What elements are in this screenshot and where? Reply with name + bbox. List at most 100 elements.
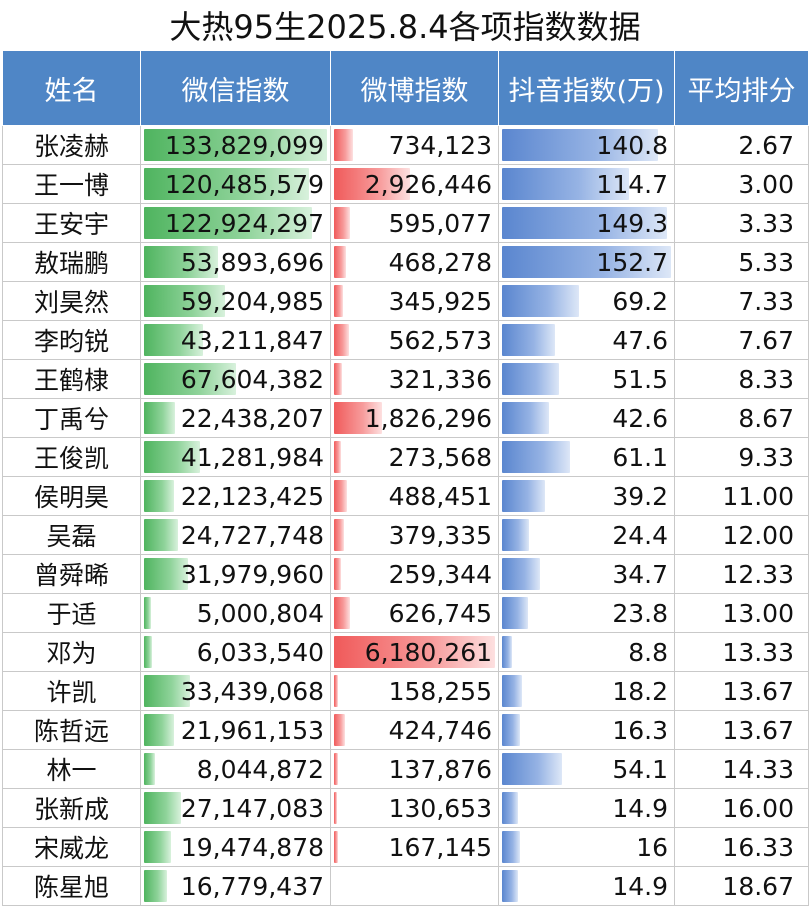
cell-douyin: 23.8 (498, 593, 675, 633)
table-row: 于适 5,000,804 626,745 23.8 13.00 (2, 593, 809, 633)
cell-douyin-value: 69.2 (612, 286, 668, 316)
table-row: 侯明昊 22,123,425 488,451 39.2 11.00 (2, 476, 809, 516)
cell-weibo-bar (334, 558, 341, 590)
cell-weixin: 122,924,297 (140, 203, 331, 243)
cell-douyin-value: 140.8 (596, 130, 668, 160)
cell-weixin-value: 5,000,804 (196, 598, 324, 628)
cell-weibo-bar (334, 831, 339, 863)
cell-avg: 13.67 (674, 671, 809, 711)
cell-weixin-value: 21,961,153 (180, 715, 324, 745)
cell-weixin-bar (144, 129, 327, 161)
cell-avg: 13.00 (674, 593, 809, 633)
cell-avg: 16.33 (674, 827, 809, 867)
cell-douyin: 16 (498, 827, 675, 867)
table-row: 许凯 33,439,068 158,255 18.2 13.67 (2, 671, 809, 711)
header-avg: 平均排分 (674, 50, 809, 126)
cell-name: 张新成 (2, 788, 141, 828)
cell-douyin-value: 39.2 (612, 481, 668, 511)
cell-weixin-bar (144, 480, 175, 512)
cell-weixin-value: 31,979,960 (180, 559, 324, 589)
cell-douyin-bar (502, 168, 629, 200)
cell-weibo-value: 379,335 (388, 520, 492, 550)
cell-weibo-bar (334, 207, 350, 239)
cell-douyin: 39.2 (498, 476, 675, 516)
cell-weibo-value: 130,653 (388, 793, 492, 823)
cell-weixin-value: 33,439,068 (180, 676, 324, 706)
cell-weibo-bar (334, 402, 382, 434)
cell-weixin: 33,439,068 (140, 671, 331, 711)
cell-douyin-bar (502, 558, 541, 590)
cell-avg: 3.33 (674, 203, 809, 243)
cell-name: 王一博 (2, 164, 141, 204)
cell-weixin-value: 22,438,207 (180, 403, 324, 433)
cell-weixin-value: 43,211,847 (180, 325, 324, 355)
cell-avg: 9.33 (674, 437, 809, 477)
cell-weixin: 59,204,985 (140, 281, 331, 321)
cell-name: 于适 (2, 593, 141, 633)
cell-weixin-bar (144, 753, 155, 785)
cell-weibo: 345,925 (330, 281, 499, 321)
cell-douyin: 8.8 (498, 632, 675, 672)
cell-douyin: 14.9 (498, 788, 675, 828)
cell-name: 张凌赫 (2, 125, 141, 165)
cell-weibo: 158,255 (330, 671, 499, 711)
cell-weixin: 24,727,748 (140, 515, 331, 555)
cell-weixin-bar (144, 402, 175, 434)
cell-weixin: 21,961,153 (140, 710, 331, 750)
cell-douyin-value: 42.6 (612, 403, 668, 433)
cell-douyin-bar (502, 129, 658, 161)
cell-weibo-bar (334, 597, 351, 629)
cell-weibo-value: 595,077 (388, 208, 492, 238)
cell-weixin: 67,604,382 (140, 359, 331, 399)
cell-name: 林一 (2, 749, 141, 789)
cell-name: 曾舜晞 (2, 554, 141, 594)
cell-weixin-bar (144, 207, 313, 239)
cell-douyin: 47.6 (498, 320, 675, 360)
cell-douyin-bar (502, 831, 520, 863)
cell-weixin-bar (144, 870, 167, 902)
cell-avg: 8.33 (674, 359, 809, 399)
cell-weixin-bar (144, 519, 178, 551)
cell-douyin: 61.1 (498, 437, 675, 477)
cell-name: 宋威龙 (2, 827, 141, 867)
cell-name: 吴磊 (2, 515, 141, 555)
table-body: 张凌赫 133,829,099 734,123 140.8 2.67 王一博 120,485… (2, 125, 809, 906)
cell-name: 陈星旭 (2, 866, 141, 906)
cell-douyin-value: 23.8 (612, 598, 668, 628)
cell-weibo: 734,123 (330, 125, 499, 165)
cell-douyin-bar (502, 870, 519, 902)
cell-avg: 3.00 (674, 164, 809, 204)
cell-weixin-value: 22,123,425 (180, 481, 324, 511)
table-row: 林一 8,044,872 137,876 54.1 14.33 (2, 749, 809, 789)
header-douyin: 抖音指数(万) (498, 50, 675, 126)
cell-name: 敖瑞鹏 (2, 242, 141, 282)
cell-weibo-value: 562,573 (388, 325, 492, 355)
cell-douyin-bar (502, 480, 546, 512)
cell-weibo-bar (334, 324, 349, 356)
cell-weibo-value: 345,925 (388, 286, 492, 316)
cell-douyin-value: 152.7 (596, 247, 668, 277)
cell-douyin-value: 24.4 (612, 520, 668, 550)
cell-douyin-bar (502, 324, 555, 356)
table-row: 邓为 6,033,540 6,180,261 8.8 13.33 (2, 632, 809, 672)
cell-name: 邓为 (2, 632, 141, 672)
cell-weixin-bar (144, 636, 153, 668)
cell-weixin-bar (144, 441, 201, 473)
cell-name: 丁禹兮 (2, 398, 141, 438)
cell-douyin-bar (502, 207, 668, 239)
cell-avg: 7.33 (674, 281, 809, 321)
cell-weixin-bar (144, 714, 175, 746)
cell-weixin: 53,893,696 (140, 242, 331, 282)
cell-weixin-value: 19,474,878 (180, 832, 324, 862)
cell-avg: 12.33 (674, 554, 809, 594)
cell-douyin-bar (502, 753, 562, 785)
cell-douyin-value: 16.3 (612, 715, 668, 745)
header-weixin: 微信指数 (140, 50, 331, 126)
table-row: 王一博 120,485,579 2,926,446 114.7 3.00 (2, 164, 809, 204)
cell-douyin: 14.9 (498, 866, 675, 906)
cell-weixin-value: 41,281,984 (180, 442, 324, 472)
cell-weibo-value: 424,746 (388, 715, 492, 745)
cell-name: 王安宇 (2, 203, 141, 243)
cell-douyin-bar (502, 285, 579, 317)
table-row: 李昀锐 43,211,847 562,573 47.6 7.67 (2, 320, 809, 360)
